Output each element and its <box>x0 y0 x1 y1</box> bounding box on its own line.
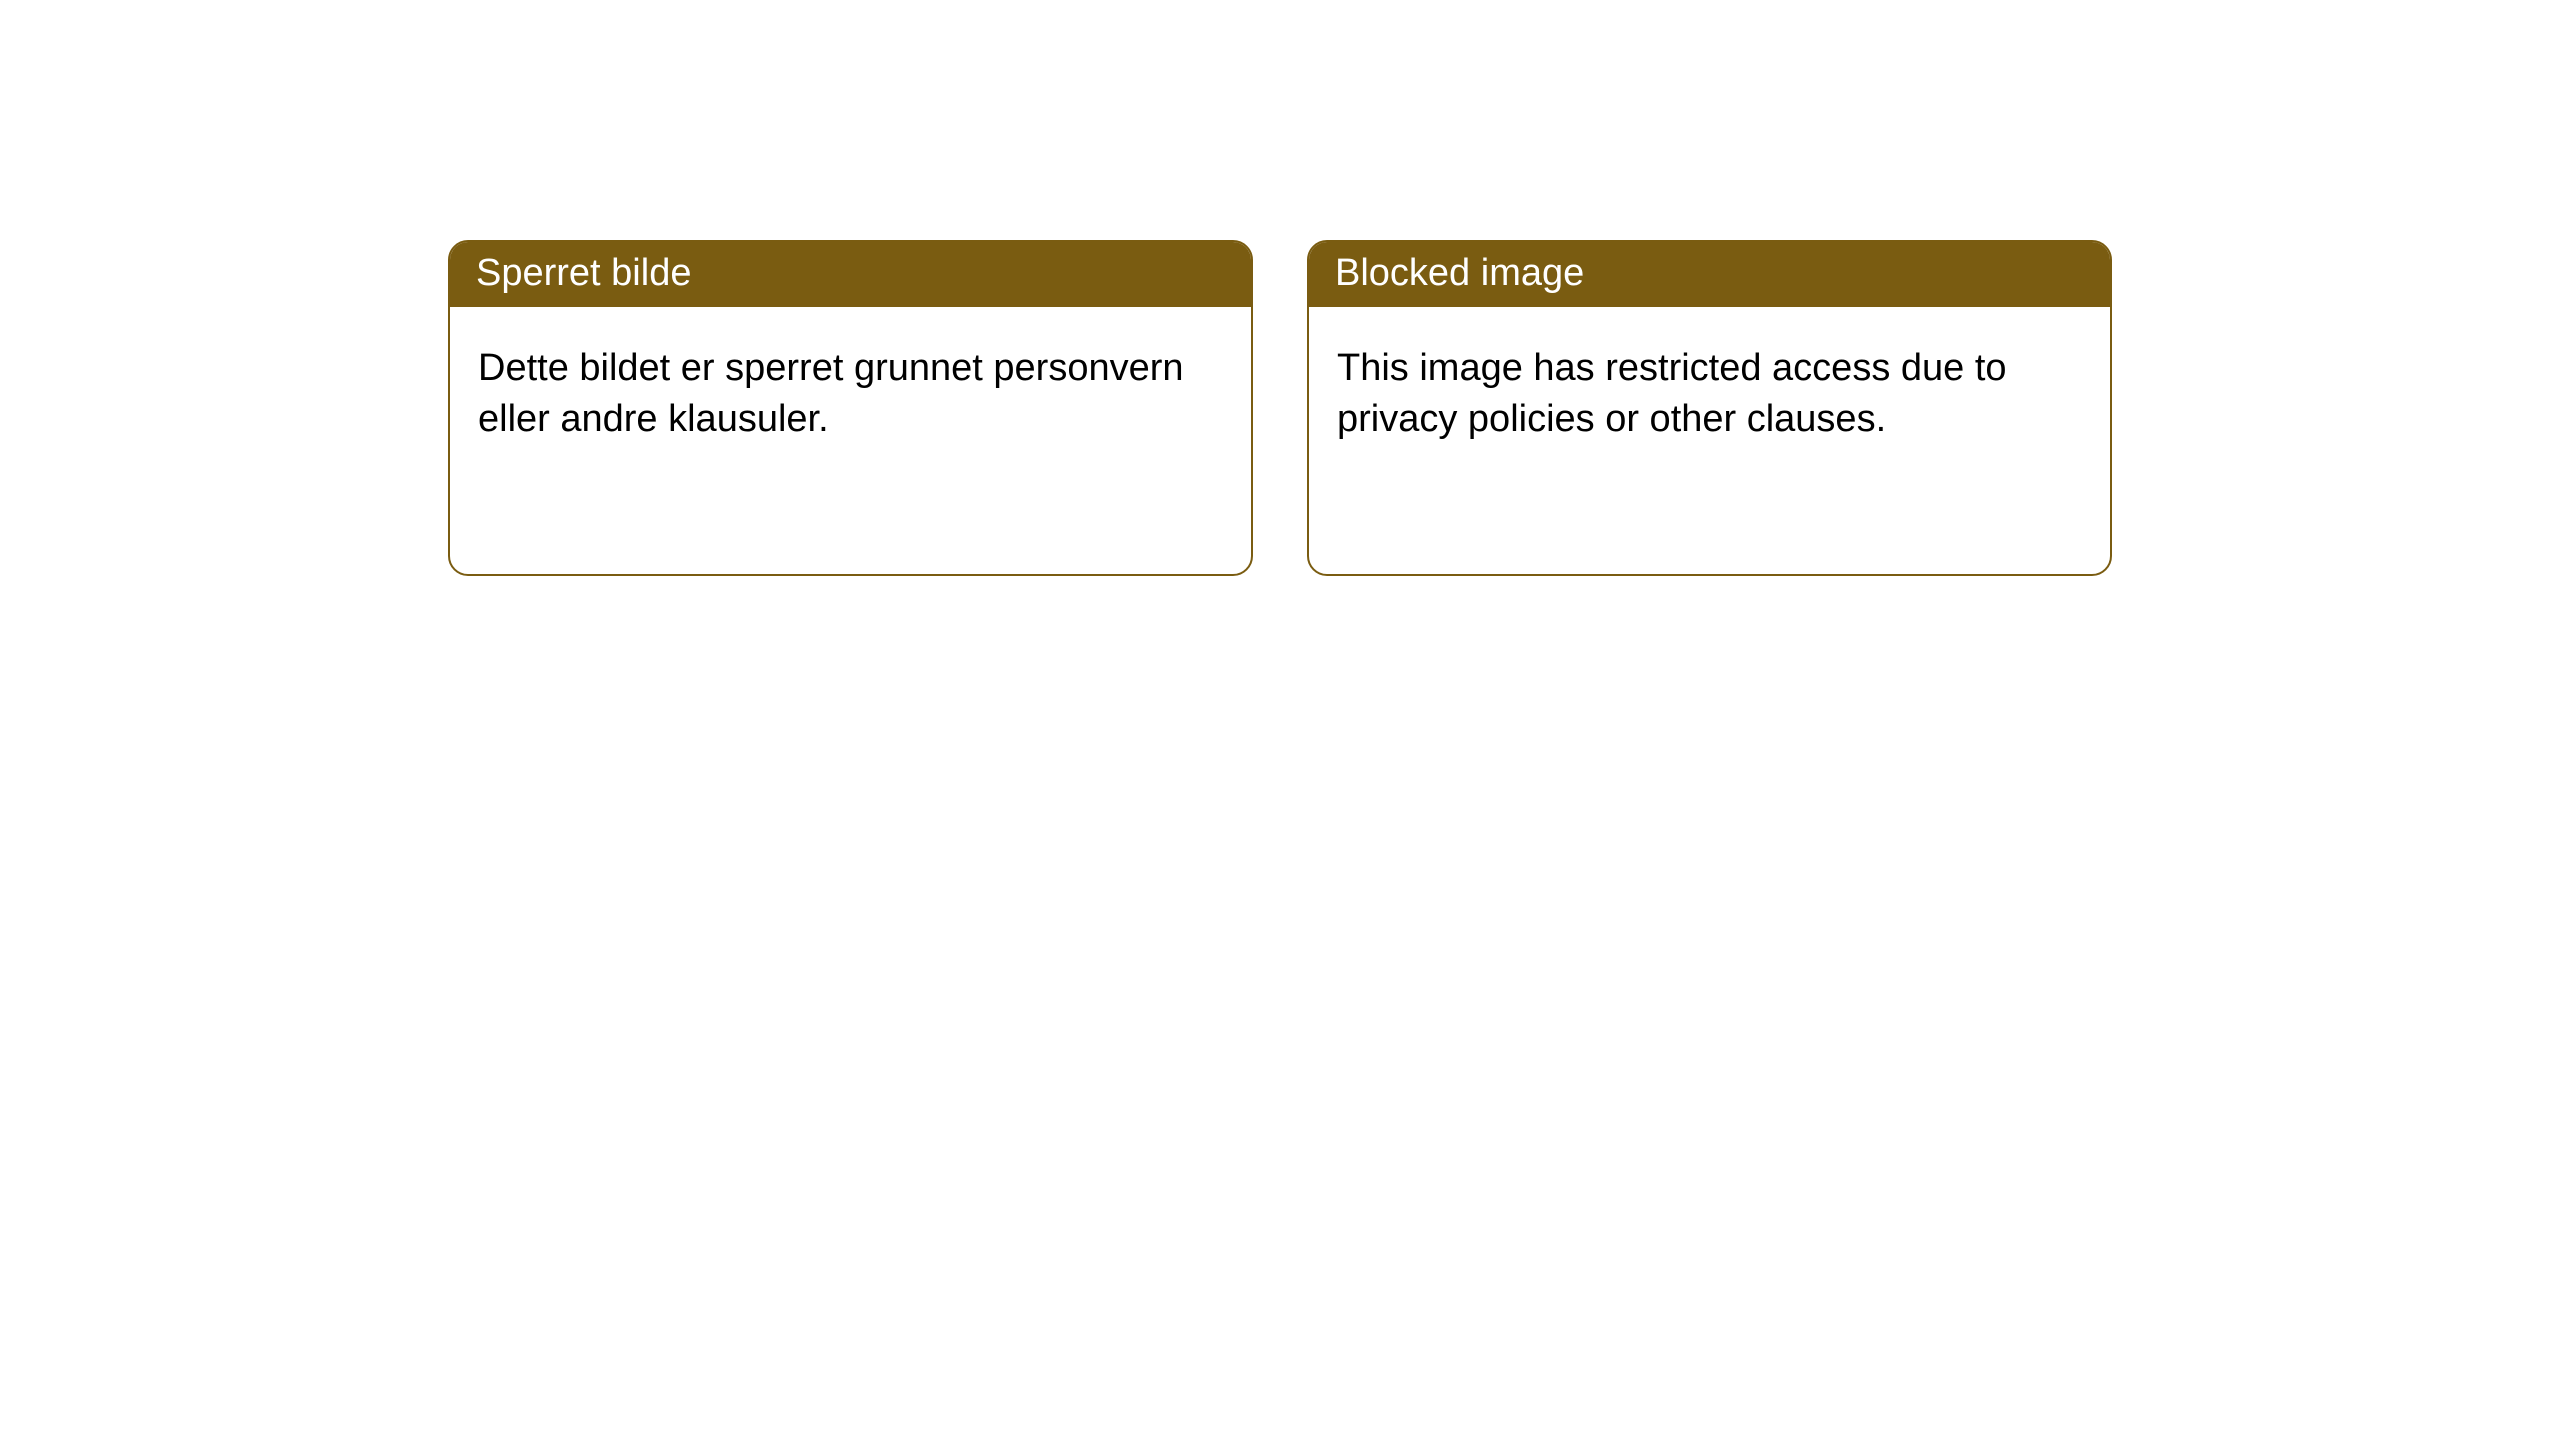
notice-body-norwegian: Dette bildet er sperret grunnet personve… <box>450 307 1251 474</box>
notice-card-english: Blocked image This image has restricted … <box>1307 240 2112 576</box>
notice-header-norwegian: Sperret bilde <box>450 242 1251 307</box>
notice-header-english: Blocked image <box>1309 242 2110 307</box>
notice-container: Sperret bilde Dette bildet er sperret gr… <box>448 240 2112 576</box>
notice-body-english: This image has restricted access due to … <box>1309 307 2110 474</box>
notice-card-norwegian: Sperret bilde Dette bildet er sperret gr… <box>448 240 1253 576</box>
